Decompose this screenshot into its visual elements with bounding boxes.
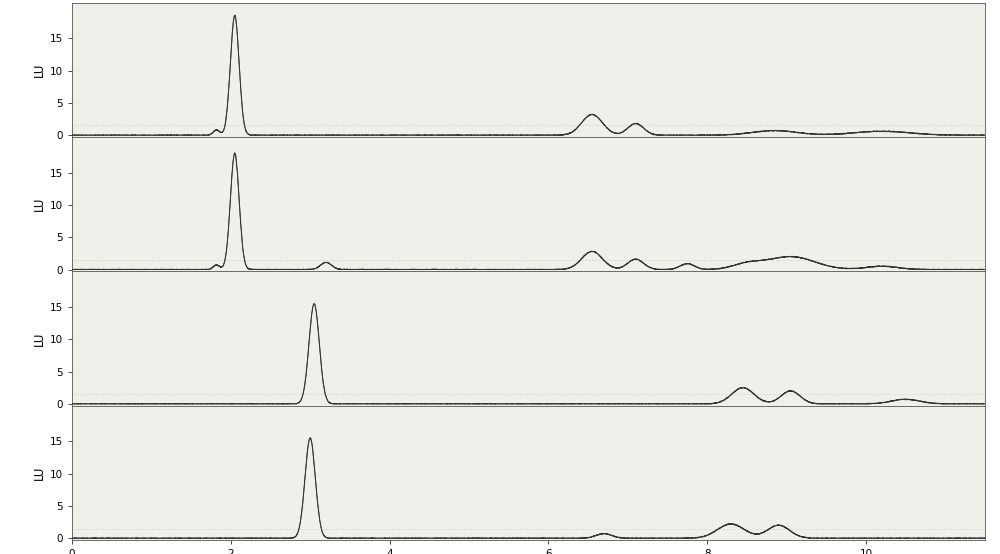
Y-axis label: LU: LU bbox=[33, 466, 46, 480]
Y-axis label: LU: LU bbox=[33, 63, 46, 77]
Text: min: min bbox=[965, 277, 985, 287]
Y-axis label: LU: LU bbox=[33, 331, 46, 346]
Text: min: min bbox=[965, 142, 985, 152]
Y-axis label: LU: LU bbox=[33, 197, 46, 212]
Text: min: min bbox=[965, 411, 985, 421]
